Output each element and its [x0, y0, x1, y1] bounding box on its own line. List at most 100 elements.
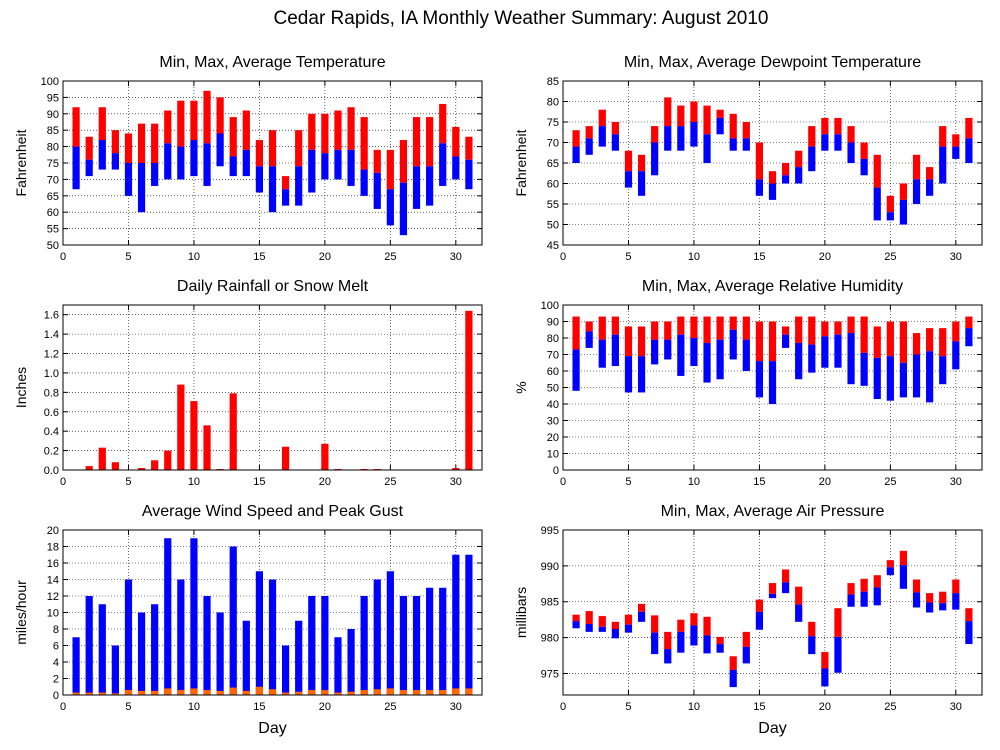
- bar-avg-min: [729, 329, 737, 360]
- xtick-label: 25: [384, 251, 396, 263]
- xtick-label: 15: [753, 701, 765, 713]
- bar-max-avg: [860, 142, 868, 159]
- bar-avg-min: [373, 172, 381, 209]
- bar-avg-min: [255, 166, 264, 193]
- bar-avg-min: [216, 133, 224, 167]
- bar-avg-min: [703, 342, 711, 383]
- bar-avg-wind: [439, 690, 447, 695]
- ytick-label: 70: [47, 174, 59, 186]
- bar-avg-min: [334, 149, 342, 180]
- bar-avg-min: [860, 352, 868, 386]
- bar-max-avg: [677, 619, 685, 632]
- bar-rain: [177, 384, 185, 470]
- bar-avg-min: [664, 339, 672, 360]
- bar-avg-min: [677, 126, 685, 151]
- bar-avg-wind: [295, 691, 303, 695]
- bar-avg-wind: [229, 687, 237, 695]
- xtick-label: 0: [560, 251, 566, 263]
- bar-gust: [295, 620, 303, 695]
- ytick-label: 0.6: [44, 407, 59, 419]
- ytick-label: 0.0: [44, 465, 59, 477]
- bar-avg-wind: [124, 690, 133, 695]
- bar-max-avg: [598, 616, 606, 627]
- ytick-label: 50: [547, 383, 559, 395]
- ylabel-pres: millibars: [513, 587, 529, 638]
- bar-avg-min: [808, 636, 816, 655]
- bar-max-avg: [439, 103, 447, 144]
- bar-avg-min: [716, 117, 724, 135]
- bar-avg-min: [873, 357, 881, 400]
- bar-avg-wind: [85, 692, 93, 695]
- xtick-label: 10: [688, 476, 700, 488]
- ytick-label: 10: [47, 608, 59, 620]
- bar-max-avg: [637, 154, 646, 172]
- bar-avg-min: [624, 171, 633, 188]
- bar-max-avg: [768, 171, 777, 184]
- ylabel-temp: Fahrenheit: [13, 129, 29, 196]
- bar-avg-min: [952, 341, 960, 370]
- xlabel-wind: Day: [258, 720, 286, 737]
- bar-avg-wind: [203, 690, 211, 695]
- bar-max-avg: [151, 123, 159, 163]
- bar-gust: [85, 596, 93, 695]
- bar-gust: [151, 604, 159, 695]
- bar-gust: [255, 571, 264, 695]
- bar-max-avg: [899, 321, 908, 363]
- bar-avg-min: [965, 328, 973, 347]
- bar-gust: [321, 596, 329, 695]
- bar-avg-min: [664, 126, 672, 151]
- bar-avg-wind: [98, 692, 106, 695]
- bar-gust: [281, 645, 290, 695]
- bar-gust: [386, 571, 394, 695]
- bar-rain: [281, 446, 290, 470]
- bar-avg-wind: [308, 690, 316, 695]
- bar-avg-min: [229, 156, 237, 177]
- bar-avg-wind: [426, 690, 434, 695]
- bar-gust: [72, 637, 80, 695]
- bar-avg-min: [860, 591, 868, 607]
- bar-avg-min: [611, 629, 619, 639]
- ytick-label: 0: [53, 690, 59, 702]
- bar-max-avg: [847, 126, 855, 143]
- bar-max-avg: [677, 316, 685, 335]
- bar-avg-wind: [137, 690, 146, 695]
- bar-gust: [268, 579, 277, 695]
- xtick-label: 25: [884, 701, 896, 713]
- bar-avg-min: [716, 339, 724, 380]
- bar-rain: [190, 401, 198, 470]
- bar-max-avg: [572, 614, 580, 622]
- bar-max-avg: [624, 614, 633, 625]
- bar-avg-min: [690, 625, 698, 646]
- bar-avg-min: [795, 342, 803, 380]
- bar-max-avg: [585, 321, 593, 332]
- bar-avg-min: [124, 163, 133, 196]
- bar-max-avg: [242, 110, 250, 150]
- ytick-label: 40: [547, 399, 559, 411]
- bar-gust: [465, 554, 473, 695]
- bar-max-avg: [334, 110, 342, 150]
- bar-avg-min: [912, 354, 921, 398]
- bar-max-avg: [598, 109, 606, 127]
- bar-avg-wind: [373, 689, 381, 695]
- bar-avg-min: [781, 175, 790, 184]
- bar-avg-min: [834, 334, 842, 368]
- bar-avg-min: [755, 361, 764, 398]
- bar-avg-min: [808, 344, 816, 373]
- bar-max-avg: [795, 316, 803, 343]
- bar-avg-min: [821, 134, 829, 151]
- bar-avg-min: [598, 626, 606, 632]
- bar-avg-min: [321, 153, 329, 180]
- bar-rain: [98, 447, 106, 470]
- bar-avg-min: [847, 333, 855, 385]
- bar-max-avg: [637, 326, 646, 357]
- bar-max-avg: [808, 621, 816, 637]
- xtick-label: 5: [625, 476, 631, 488]
- ytick-label: 75: [547, 117, 559, 129]
- bar-max-avg: [781, 326, 790, 335]
- bar-avg-min: [703, 635, 711, 654]
- bar-max-avg: [347, 107, 355, 150]
- bar-avg-wind: [190, 688, 198, 695]
- xtick-label: 10: [188, 476, 200, 488]
- bar-max-avg: [664, 631, 672, 650]
- bar-max-avg: [572, 130, 580, 147]
